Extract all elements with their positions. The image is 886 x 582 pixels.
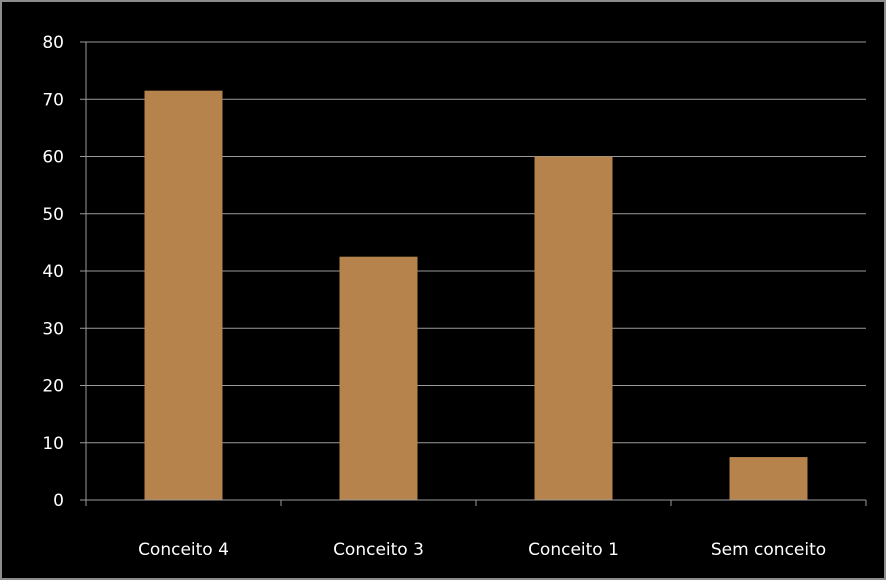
y-tick-label: 50 [42,205,64,225]
x-category-label: Conceito 1 [528,540,619,560]
y-axis: 0 10 20 30 40 50 60 70 80 [42,33,87,511]
x-category-label: Conceito 4 [138,540,229,560]
bar-sem-conceito [729,457,808,500]
y-tick-label: 80 [42,33,64,53]
x-axis: Conceito 4 Conceito 3 Conceito 1 Sem concei… [85,499,867,560]
y-tick-label: 70 [42,90,64,110]
bars [144,90,808,500]
x-category-label: Sem conceito [711,540,826,560]
y-tick-label: 0 [53,491,64,511]
y-tick-label: 10 [42,434,64,454]
bar-conceito-4 [144,90,223,500]
bar-conceito-1 [534,156,613,500]
y-tick-label: 20 [42,377,64,397]
y-tick-label: 30 [42,319,64,339]
bar-conceito-3 [339,256,418,500]
x-category-label: Conceito 3 [333,540,424,560]
y-tick-label: 40 [42,262,64,282]
y-tick-label: 60 [42,148,64,168]
